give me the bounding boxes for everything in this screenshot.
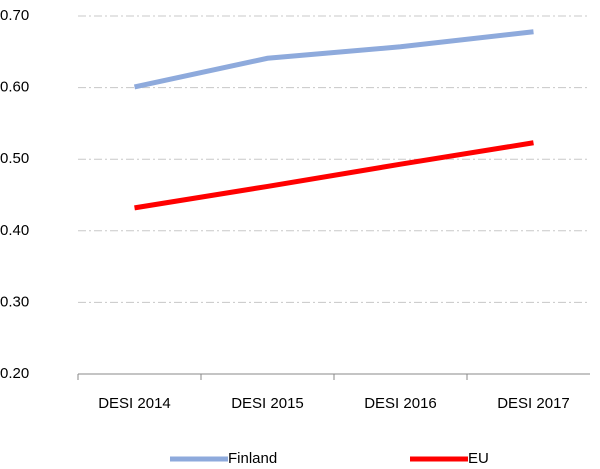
y-tick-label: 0.60	[0, 79, 29, 96]
y-tick-label: 0.40	[0, 222, 29, 239]
x-tick-label: DESI 2017	[497, 395, 570, 412]
x-tick-label: DESI 2014	[98, 395, 171, 412]
x-tick-label: DESI 2015	[231, 395, 304, 412]
legend-label: EU	[468, 450, 489, 467]
line-series	[134, 140, 534, 211]
y-tick-label: 0.30	[0, 293, 29, 310]
legend-label: Finland	[228, 450, 277, 467]
y-tick-label: 0.20	[0, 365, 29, 382]
y-tick-label: 0.70	[0, 7, 29, 24]
y-tick-label: 0.50	[0, 150, 29, 167]
x-tick-label: DESI 2016	[364, 395, 437, 412]
line-series	[133, 29, 534, 90]
